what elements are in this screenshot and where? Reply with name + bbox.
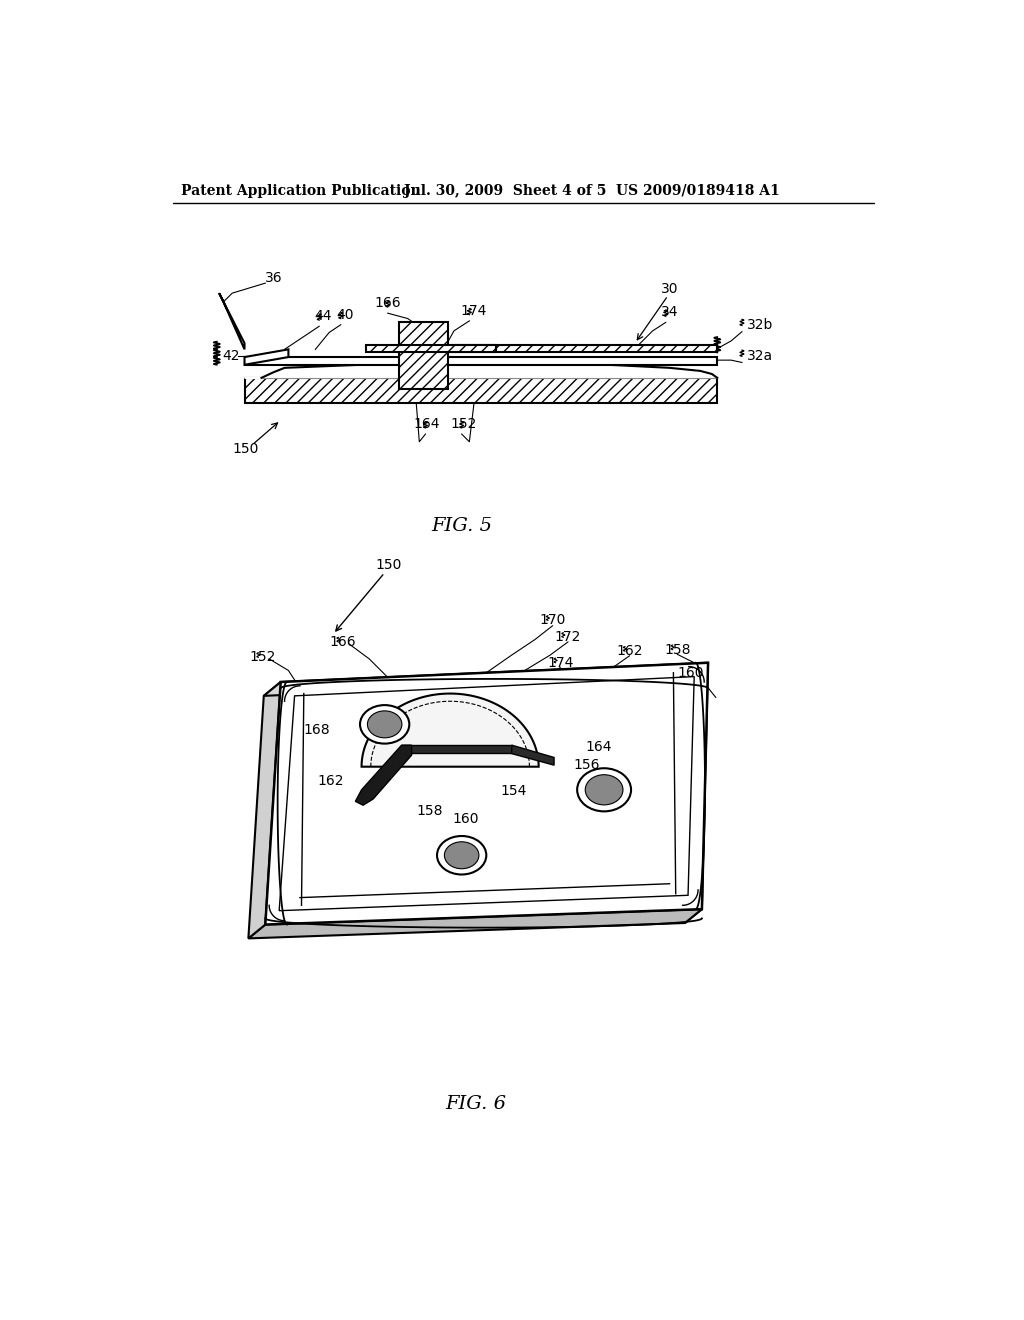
Ellipse shape [437, 836, 486, 875]
Text: 150: 150 [376, 558, 401, 572]
Polygon shape [512, 744, 554, 766]
Bar [398, 322, 447, 389]
Text: 162: 162 [317, 774, 344, 788]
Text: 44: 44 [314, 309, 332, 323]
Ellipse shape [586, 775, 623, 805]
Text: 174: 174 [547, 656, 573, 669]
Bar [245, 378, 717, 404]
Text: 150: 150 [232, 442, 259, 457]
Polygon shape [265, 663, 708, 924]
Text: 152: 152 [250, 651, 276, 664]
Text: 174: 174 [460, 304, 486, 318]
Bar [245, 358, 717, 364]
Bar [245, 378, 717, 404]
Text: 36: 36 [265, 271, 283, 285]
Bar [367, 345, 496, 352]
Text: 162: 162 [616, 644, 643, 659]
Text: 158: 158 [688, 379, 715, 392]
Bar [453, 345, 717, 352]
Bar [398, 322, 447, 389]
Polygon shape [249, 909, 701, 939]
Text: 160: 160 [453, 812, 479, 826]
Polygon shape [264, 663, 708, 696]
Polygon shape [245, 362, 717, 378]
Text: 172: 172 [555, 631, 581, 644]
Text: Patent Application Publication: Patent Application Publication [180, 183, 420, 198]
Text: 154: 154 [501, 784, 527, 799]
Text: 42: 42 [222, 350, 240, 363]
Text: 164: 164 [414, 417, 440, 432]
Text: 168: 168 [303, 723, 330, 737]
Ellipse shape [578, 768, 631, 812]
Bar [367, 345, 496, 352]
Text: 166: 166 [330, 635, 356, 649]
Polygon shape [685, 663, 708, 923]
Text: 160: 160 [678, 665, 705, 680]
Polygon shape [355, 744, 412, 805]
Ellipse shape [368, 711, 401, 738]
Text: 30: 30 [660, 282, 678, 296]
Text: 156: 156 [573, 758, 600, 772]
Text: 40: 40 [336, 308, 353, 322]
Ellipse shape [444, 842, 479, 869]
Bar [453, 345, 717, 352]
Text: 170: 170 [540, 614, 565, 627]
Polygon shape [219, 293, 245, 350]
Text: 32a: 32a [746, 350, 773, 363]
Text: 158: 158 [664, 643, 690, 656]
Text: 32b: 32b [746, 318, 773, 333]
Text: 152: 152 [450, 417, 476, 432]
Text: 158: 158 [416, 804, 442, 818]
Text: US 2009/0189418 A1: US 2009/0189418 A1 [615, 183, 779, 198]
Polygon shape [249, 682, 281, 939]
Text: 34: 34 [660, 305, 678, 319]
Text: Jul. 30, 2009  Sheet 4 of 5: Jul. 30, 2009 Sheet 4 of 5 [403, 183, 606, 198]
Text: FIG. 6: FIG. 6 [445, 1096, 506, 1113]
Polygon shape [245, 350, 289, 364]
Ellipse shape [360, 705, 410, 743]
Text: FIG. 5: FIG. 5 [431, 517, 493, 536]
Text: 166: 166 [375, 296, 401, 310]
Bar [401, 744, 512, 752]
Polygon shape [361, 693, 539, 767]
Text: 164: 164 [586, 741, 612, 755]
